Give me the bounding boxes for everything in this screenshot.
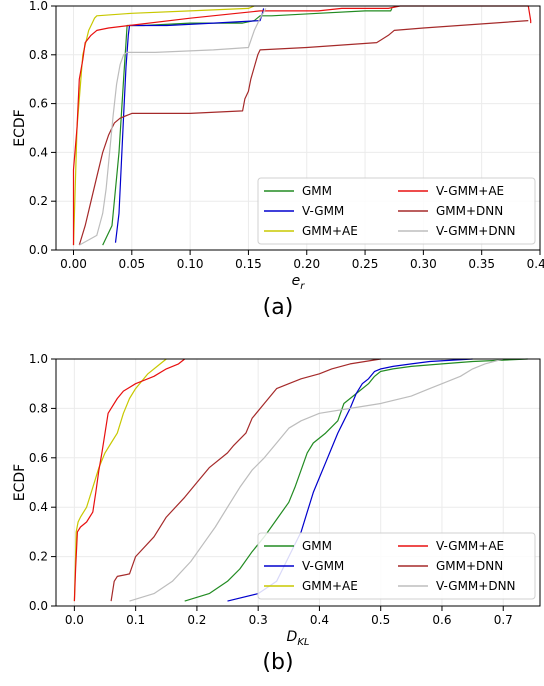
y-axis-label: ECDF [12, 109, 28, 146]
series-line-gmm [102, 8, 393, 246]
legend-entry-label: GMM [302, 184, 332, 198]
series-line-v-gmm-plus-dnn [129, 358, 504, 602]
y-tick-label: 0.0 [29, 599, 48, 613]
chart-panel-b: 0.0 0.1 0.2 0.3 0.4 0.5 0.6 0.7 0.0 0.2 0.4 0.6 0.8 1… [12, 352, 541, 675]
y-tick-label: 0.2 [29, 194, 48, 208]
y-axis-label: ECDF [12, 464, 28, 501]
x-tick-label: 0.20 [293, 257, 320, 271]
y-tick-label: 0.8 [29, 401, 48, 415]
x-tick-label: 0.1 [126, 613, 145, 627]
y-tick-label: 0.8 [29, 48, 48, 62]
series-line-gmm [184, 358, 528, 602]
x-tick-label: 0.2 [187, 613, 206, 627]
series-line-gmm-plus-dnn [78, 20, 529, 246]
series-line-v-gmm-plus-dnn [79, 8, 267, 246]
legend: GMM V-GMM+AE V-GMM GMM+DNN GMM+AE V-GMM+DNN [257, 177, 536, 245]
legend-box [257, 532, 536, 600]
plot-frame [55, 358, 541, 607]
x-tick-label: 0.30 [410, 257, 437, 271]
chart-panel-a: 0.00 0.05 0.10 0.15 0.20 0.25 0.30 0.35 0.40 0.0 0… [12, 0, 544, 320]
legend-entry-label: GMM [302, 539, 332, 553]
y-tick-label: 0.6 [29, 451, 48, 465]
panel-caption: (a) [263, 295, 294, 320]
legend-entry-label: GMM+AE [302, 224, 358, 238]
x-tick-label: 0.35 [468, 257, 495, 271]
plot-frame [55, 5, 541, 251]
legend-entry-label: GMM+DNN [436, 559, 503, 573]
x-tick-label: 0.0 [65, 613, 84, 627]
x-tick-label: 0.10 [177, 257, 204, 271]
series-line-v-gmm-plus-ae [73, 358, 186, 602]
y-tick-label: 1.0 [29, 0, 48, 13]
x-tick-label: 0.25 [352, 257, 379, 271]
y-tick-label: 0.6 [29, 97, 48, 111]
x-tick-label: 0.7 [494, 613, 513, 627]
x-tick-label: 0.40 [527, 257, 544, 271]
legend-entry-label: V-GMM [302, 559, 344, 573]
legend-entry-label: V-GMM+AE [436, 539, 504, 553]
y-tick-label: 0.4 [29, 145, 48, 159]
legend-entry-label: GMM+DNN [436, 204, 503, 218]
x-tick-label: 0.05 [118, 257, 145, 271]
x-axis-label: er [292, 273, 306, 292]
x-tick-label: 0.00 [60, 257, 87, 271]
y-tick-label: 1.0 [29, 352, 48, 366]
y-tick-label: 0.4 [29, 500, 48, 514]
x-tick-label: 0.5 [371, 613, 390, 627]
x-tick-label: 0.15 [235, 257, 262, 271]
x-tick-label: 0.6 [432, 613, 451, 627]
series-line-gmm-plus-ae [72, 5, 255, 246]
legend-entry-label: GMM+AE [302, 579, 358, 593]
legend-entry-label: V-GMM [302, 204, 344, 218]
series-line-gmm-plus-dnn [110, 358, 381, 602]
x-tick-label: 0.3 [249, 613, 268, 627]
legend-box [257, 177, 536, 245]
panel-caption: (b) [262, 650, 293, 675]
y-tick-label: 0.0 [29, 243, 48, 257]
y-tick-label: 0.2 [29, 550, 48, 564]
series-line-v-gmm [114, 8, 265, 243]
legend-entry-label: V-GMM+DNN [436, 579, 516, 593]
legend-entry-label: V-GMM+AE [436, 184, 504, 198]
x-tick-label: 0.4 [310, 613, 329, 627]
legend: GMM V-GMM+AE V-GMM GMM+DNN GMM+AE V-GMM+DNN [257, 532, 536, 600]
legend-entry-label: V-GMM+DNN [436, 224, 516, 238]
x-axis-label: DKL [287, 629, 310, 648]
